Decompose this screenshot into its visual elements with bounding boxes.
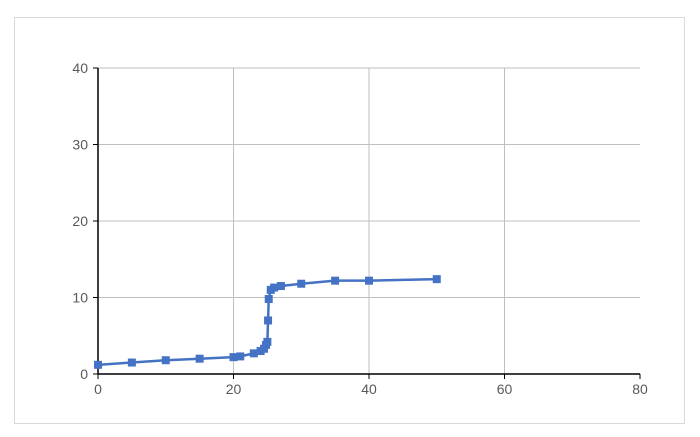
y-tick-label: 0 [80,366,88,382]
series-layer [94,275,441,369]
data-point-marker [264,316,273,325]
data-point-marker [94,360,102,369]
data-point-marker [264,295,273,304]
x-tick-label: 80 [632,381,648,397]
data-point-marker [127,358,136,367]
y-tick-label: 20 [72,213,88,229]
data-point-marker [263,337,272,346]
x-tick-label: 0 [94,381,102,397]
x-tick-label: 20 [226,381,242,397]
gridlines [98,67,640,374]
data-point-marker [331,276,340,285]
data-point-marker [270,283,279,292]
data-point-marker [432,275,441,284]
y-tick-label: 40 [72,60,88,76]
data-point-marker [276,282,285,291]
data-point-marker [195,354,204,363]
x-tick-labels: 0 20 40 60 80 [94,381,648,397]
data-point-marker [161,356,170,365]
data-point-marker [229,353,238,362]
x-tick-label: 40 [361,381,377,397]
data-point-marker [297,279,306,288]
axes [93,67,641,379]
y-tick-label: 30 [72,137,88,153]
data-point-marker [365,276,373,285]
y-tick-label: 10 [72,290,88,306]
y-tick-labels: 0 10 20 30 40 [72,60,88,382]
data-point-marker [249,349,258,358]
data-point-marker [236,352,245,361]
x-tick-label: 60 [497,381,513,397]
